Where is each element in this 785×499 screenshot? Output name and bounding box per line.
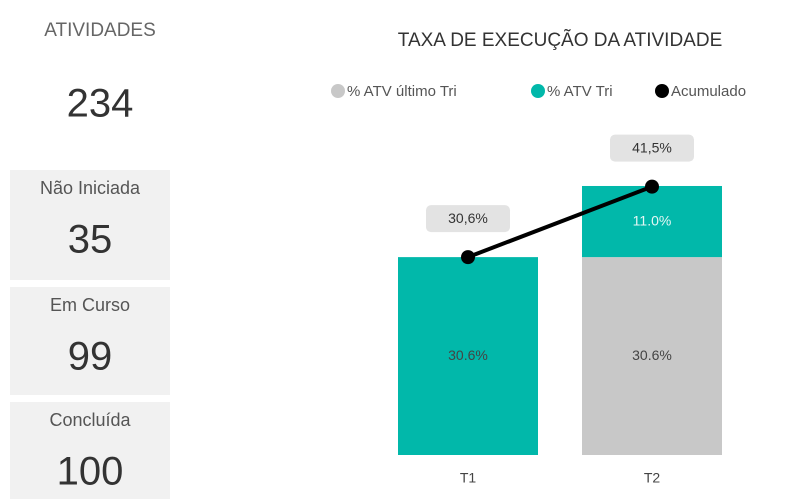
line	[467, 184, 653, 259]
legend-marker	[655, 84, 669, 98]
card-value: 99	[68, 335, 113, 379]
data-label-box	[426, 205, 510, 233]
legend-label: % ATV Tri	[547, 83, 613, 100]
card	[10, 402, 170, 499]
legend-label: % ATV último Tri	[347, 83, 457, 100]
x-tick-label: T1	[460, 470, 477, 486]
card-value: 35	[68, 218, 113, 262]
card-label: Em Curso	[50, 295, 130, 315]
data-label-box	[610, 134, 694, 162]
x-tick-label: T2	[644, 470, 661, 486]
card-label: Não Iniciada	[40, 178, 141, 198]
bar-segment	[582, 185, 722, 258]
legend-marker	[531, 84, 545, 98]
line-value-label: 41,5%	[632, 139, 672, 155]
card	[10, 287, 170, 395]
legend-marker	[331, 84, 345, 98]
bar-segment	[398, 257, 538, 455]
kpi-value: 234	[67, 82, 134, 126]
bar-value-label: 30.6%	[448, 347, 488, 363]
bar-value-label: 11.0%	[633, 212, 672, 228]
line-point	[645, 179, 659, 194]
card-label: Concluída	[49, 410, 131, 430]
card-value: 100	[57, 450, 124, 494]
legend-label: Acumulado	[671, 83, 746, 100]
line-value-label: 30,6%	[448, 210, 488, 226]
chart-title: TAXA DE EXECUÇÃO DA ATIVIDADE	[398, 29, 723, 51]
bar-value-label: 30.6%	[632, 347, 672, 363]
kpi-title: ATIVIDADES	[44, 20, 156, 41]
line-point	[461, 250, 475, 265]
card	[10, 170, 170, 280]
bar-segment	[582, 257, 722, 455]
